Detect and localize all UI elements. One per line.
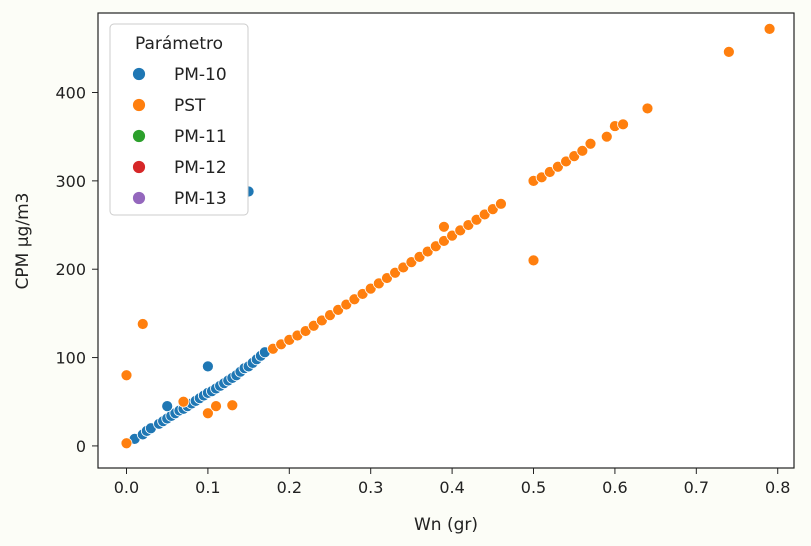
data-point: [560, 155, 572, 168]
legend-title: Parámetro: [135, 34, 223, 54]
data-point: [438, 235, 450, 247]
data-point: [763, 23, 776, 35]
legend-label: PM-11: [174, 127, 227, 147]
data-point: [201, 407, 214, 420]
legend-label: PM-13: [174, 189, 227, 209]
x-axis-label: Wn (gr): [414, 515, 478, 535]
y-tick-label: 100: [55, 349, 86, 368]
legend-marker: [132, 160, 146, 174]
x-tick-label: 0.3: [358, 478, 383, 497]
data-point: [470, 213, 483, 226]
data-point: [413, 250, 426, 263]
legend-marker: [132, 98, 146, 112]
data-point: [356, 288, 369, 300]
data-point: [389, 266, 402, 279]
data-point: [307, 319, 320, 332]
data-point: [478, 208, 491, 221]
data-point: [421, 245, 434, 258]
data-point: [210, 400, 222, 413]
data-point: [722, 45, 735, 58]
data-point: [315, 314, 328, 327]
x-tick-label: 0.0: [114, 478, 139, 497]
x-tick-label: 0.5: [521, 478, 546, 497]
data-point: [568, 150, 581, 163]
data-point: [446, 229, 459, 242]
x-tick-label: 0.7: [684, 478, 709, 497]
legend: Parámetro PM-10 PST PM-11 PM-12 PM-13: [109, 23, 249, 216]
data-point: [332, 303, 345, 316]
data-point: [495, 197, 507, 210]
data-point: [299, 325, 312, 337]
data-point: [161, 400, 174, 413]
data-point: [535, 171, 548, 184]
data-point: [340, 298, 353, 311]
data-point: [324, 309, 336, 322]
legend-marker: [132, 129, 146, 143]
x-tick-label: 0.6: [602, 478, 627, 497]
data-point: [381, 272, 393, 284]
data-point: [136, 318, 149, 330]
legend-marker: [132, 191, 146, 205]
y-tick-label: 200: [55, 260, 86, 279]
data-point: [576, 144, 589, 157]
data-point: [177, 395, 190, 408]
x-axis-ticks: 0.0 0.1 0.2 0.3 0.4 0.5 0.6 0.7 0.8: [114, 468, 790, 497]
y-tick-label: 400: [55, 84, 86, 103]
data-point: [527, 254, 540, 267]
data-point: [486, 203, 499, 216]
data-point: [397, 261, 410, 274]
data-point: [454, 224, 467, 237]
data-point: [438, 220, 450, 233]
legend-label: PST: [174, 96, 206, 116]
data-point: [429, 240, 442, 253]
data-point: [201, 360, 214, 373]
y-tick-label: 300: [55, 172, 86, 191]
legend-marker: [132, 67, 146, 81]
legend-items: PM-10 PST PM-11 PM-12 PM-13: [132, 65, 227, 209]
data-point: [405, 256, 418, 269]
y-tick-label: 0: [76, 437, 86, 456]
x-tick-label: 0.8: [765, 478, 790, 497]
data-point: [552, 160, 564, 173]
legend-label: PM-12: [174, 158, 227, 178]
x-tick-label: 0.1: [195, 478, 220, 497]
y-axis-label: CPM µg/m3: [13, 193, 33, 290]
data-point: [372, 277, 385, 290]
legend-label: PM-10: [174, 65, 227, 85]
data-point: [462, 219, 475, 231]
data-point: [364, 282, 377, 295]
data-point: [641, 102, 654, 115]
data-point: [584, 137, 597, 150]
data-point: [120, 369, 133, 382]
x-tick-label: 0.2: [277, 478, 302, 497]
y-axis-ticks: 0 100 200 300 400: [55, 84, 98, 456]
data-point: [120, 437, 133, 450]
data-point: [226, 399, 239, 412]
x-tick-label: 0.4: [439, 478, 464, 497]
data-point: [600, 130, 613, 143]
data-point: [543, 166, 556, 178]
data-point: [617, 118, 629, 131]
plot-frame: [97, 12, 795, 469]
data-point: [348, 293, 361, 306]
